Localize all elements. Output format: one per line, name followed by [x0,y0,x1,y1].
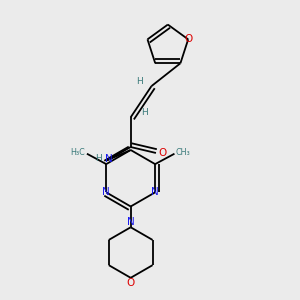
Text: N: N [104,154,112,164]
Text: N: N [151,188,159,197]
Text: CH₃: CH₃ [176,148,191,157]
Text: H₃C: H₃C [71,148,86,157]
Text: H: H [141,108,147,117]
Text: H: H [136,77,142,86]
Text: N: N [102,188,110,197]
Text: N: N [127,217,135,227]
Text: O: O [127,278,135,288]
Text: H: H [95,154,102,164]
Text: O: O [158,148,166,158]
Text: O: O [184,34,192,44]
